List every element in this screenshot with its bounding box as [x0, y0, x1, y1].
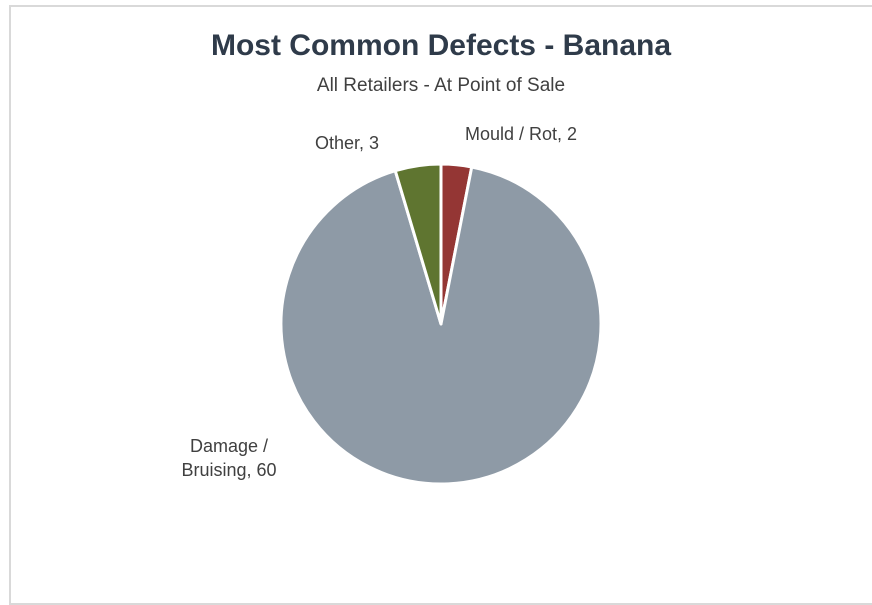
- pie-label-other: Other, 3: [315, 133, 379, 153]
- chart-subtitle: All Retailers - At Point of Sale: [316, 75, 566, 96]
- pie-chart: Mould / Rot, 2 Damage / Bruising, 60 Other,…: [181, 124, 603, 486]
- pie-slice-other: [393, 162, 443, 326]
- chart-title: Most Common Defects - Banana: [210, 29, 672, 62]
- pie-label-mould-rot: Mould / Rot, 2: [465, 124, 577, 144]
- pie-labels: Mould / Rot, 2 Damage / Bruising, 60 Other,…: [181, 124, 577, 480]
- pie-slices: [279, 162, 603, 486]
- pie-label-damage-bruising: Damage / Bruising, 60: [181, 436, 276, 480]
